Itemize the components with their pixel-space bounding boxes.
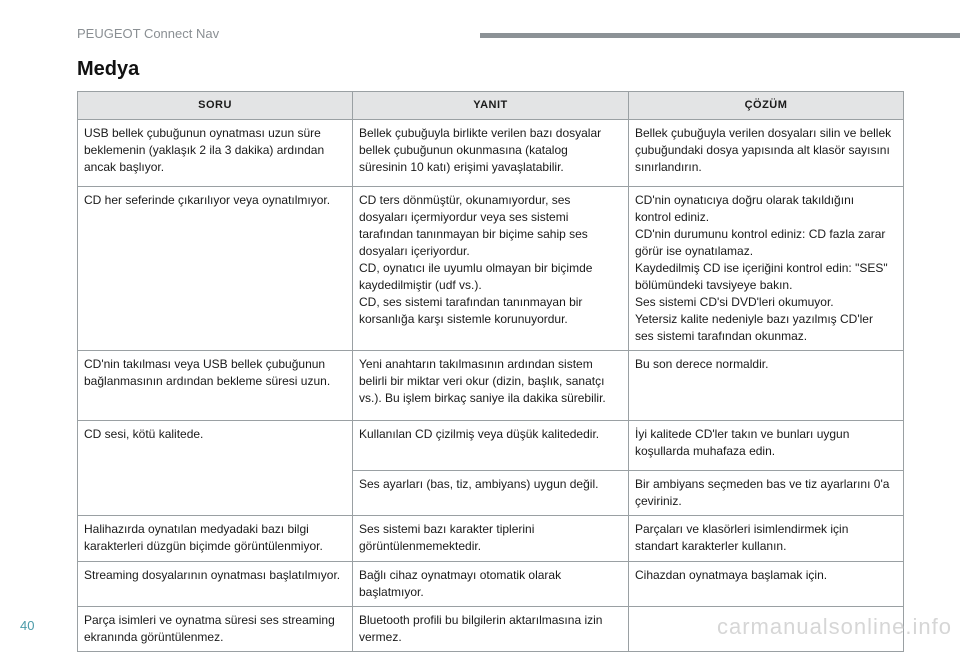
header-bar	[480, 33, 960, 38]
watermark: carmanualsonline.info	[716, 614, 952, 639]
cell-question: Parça isimleri ve oynatma süresi ses str…	[77, 606, 353, 652]
table-row: USB bellek çubuğunun oynatması uzun süre…	[77, 119, 904, 187]
cell-solution: İyi kalitede CD'ler takın ve bunları uyg…	[628, 420, 904, 471]
cell-answer: Bağlı cihaz oynatmayı otomatik olarak ba…	[352, 561, 629, 607]
cell-answer: Ses sistemi bazı karakter tiplerini görü…	[352, 515, 629, 562]
cell-question: Streaming dosyalarının oynatması başlatı…	[77, 561, 353, 607]
cell-solution: CD'nin oynatıcıya doğru olarak takıldığı…	[628, 186, 904, 351]
cell-solution: Parçaları ve klasörleri isimlendirmek iç…	[628, 515, 904, 562]
cell-answer: Kullanılan CD çizilmiş veya düşük kalite…	[352, 420, 629, 471]
cell-answer: Bluetooth profili bu bilgilerin aktarılm…	[352, 606, 629, 652]
cell-solution: Bu son derece normaldir.	[628, 350, 904, 421]
cell-solution: Cihazdan oynatmaya başlamak için.	[628, 561, 904, 607]
cell-solution: Bellek çubuğuyla verilen dosyaları silin…	[628, 119, 904, 187]
table-row: CD sesi, kötü kalitede. Kullanılan CD çi…	[77, 420, 904, 516]
table-row: Halihazırda oynatılan medyadaki bazı bil…	[77, 515, 904, 562]
cell-solution: Bir ambiyans seçmeden bas ve tiz ayarlar…	[628, 470, 904, 516]
cell-answer: Ses ayarları (bas, tiz, ambiyans) uygun …	[352, 470, 629, 516]
troubleshooting-table: SORU YANIT ÇÖZÜM USB bellek çubuğunun oy…	[77, 91, 904, 652]
cell-question: CD sesi, kötü kalitede.	[77, 420, 353, 516]
table-row: Ses ayarları (bas, tiz, ambiyans) uygun …	[78, 470, 904, 516]
cell-answer: Bellek çubuğuyla birlikte verilen bazı d…	[352, 119, 629, 187]
cell-question: CD'nin takılması veya USB bellek çubuğun…	[77, 350, 353, 421]
table-row: CD her seferinde çıkarılıyor veya oynatı…	[77, 186, 904, 351]
cell-question: USB bellek çubuğunun oynatması uzun süre…	[77, 119, 353, 187]
table-header-row: SORU YANIT ÇÖZÜM	[77, 91, 904, 120]
column-header-yanit: YANIT	[352, 91, 629, 120]
cell-question: Halihazırda oynatılan medyadaki bazı bil…	[77, 515, 353, 562]
table-row: CD'nin takılması veya USB bellek çubuğun…	[77, 350, 904, 421]
cell-answer: CD ters dönmüştür, okunamıyordur, ses do…	[352, 186, 629, 351]
page-number: 40	[20, 618, 35, 633]
page-title: Medya	[77, 58, 140, 80]
table-row: Parça isimleri ve oynatma süresi ses str…	[77, 606, 904, 652]
table-row: Streaming dosyalarının oynatması başlatı…	[77, 561, 904, 607]
column-header-cozum: ÇÖZÜM	[628, 91, 904, 120]
column-header-soru: SORU	[77, 91, 353, 120]
running-header: PEUGEOT Connect Nav	[77, 26, 220, 41]
cell-answer: Yeni anahtarın takılmasının ardından sis…	[352, 350, 629, 421]
cell-question: CD her seferinde çıkarılıyor veya oynatı…	[77, 186, 353, 351]
